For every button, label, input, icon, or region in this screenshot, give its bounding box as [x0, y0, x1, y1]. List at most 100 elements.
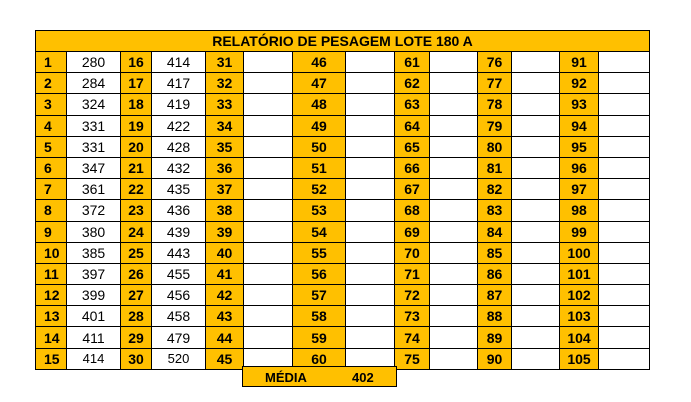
weight-cell[interactable]: [345, 50, 395, 74]
weight-cell[interactable]: [598, 114, 650, 137]
weight-cell[interactable]: 284: [66, 72, 121, 95]
weight-cell[interactable]: [429, 241, 478, 264]
weight-cell[interactable]: [598, 326, 650, 349]
weight-cell[interactable]: [345, 326, 395, 349]
weight-cell[interactable]: [598, 135, 650, 158]
weight-cell[interactable]: 411: [66, 326, 121, 349]
weight-cell[interactable]: [243, 50, 293, 74]
weight-cell[interactable]: [243, 178, 293, 201]
weight-cell[interactable]: [243, 114, 293, 137]
weight-cell[interactable]: [598, 50, 650, 74]
weight-cell[interactable]: [511, 114, 560, 137]
weight-cell[interactable]: [511, 156, 560, 180]
weight-cell[interactable]: [429, 326, 478, 349]
weight-cell[interactable]: [429, 199, 478, 222]
weight-cell[interactable]: 458: [151, 305, 206, 328]
weight-cell[interactable]: 520: [151, 347, 206, 370]
weight-cell[interactable]: [243, 93, 293, 116]
weight-cell[interactable]: 324: [66, 93, 121, 116]
weight-cell[interactable]: 455: [151, 262, 206, 286]
weight-cell[interactable]: [345, 178, 395, 201]
weight-cell[interactable]: [511, 220, 560, 243]
weight-cell[interactable]: 397: [66, 262, 121, 286]
weight-cell[interactable]: [511, 135, 560, 158]
weight-cell[interactable]: 331: [66, 135, 121, 158]
weight-cell[interactable]: [345, 199, 395, 222]
weight-cell[interactable]: 439: [151, 220, 206, 243]
weight-cell[interactable]: [598, 347, 650, 370]
weight-cell[interactable]: [429, 114, 478, 137]
weight-cell[interactable]: [598, 241, 650, 264]
weight-cell[interactable]: [511, 72, 560, 95]
weight-cell[interactable]: [243, 262, 293, 286]
weight-cell[interactable]: 414: [151, 50, 206, 74]
weight-cell[interactable]: [345, 220, 395, 243]
weight-cell[interactable]: [429, 156, 478, 180]
weight-cell[interactable]: [243, 135, 293, 158]
weight-cell[interactable]: [429, 93, 478, 116]
weight-cell[interactable]: 399: [66, 284, 121, 307]
weight-cell[interactable]: [243, 156, 293, 180]
weight-cell[interactable]: [511, 326, 560, 349]
weight-cell[interactable]: [345, 262, 395, 286]
weight-cell[interactable]: [243, 347, 293, 370]
weight-cell[interactable]: 419: [151, 93, 206, 116]
weight-cell[interactable]: [243, 220, 293, 243]
weight-cell[interactable]: [243, 326, 293, 349]
weight-cell[interactable]: [345, 72, 395, 95]
weight-cell[interactable]: 331: [66, 114, 121, 137]
weight-cell[interactable]: [598, 284, 650, 307]
weight-cell[interactable]: [511, 305, 560, 328]
weight-cell[interactable]: 401: [66, 305, 121, 328]
weight-cell[interactable]: [243, 305, 293, 328]
weight-cell[interactable]: [598, 156, 650, 180]
weight-cell[interactable]: [345, 114, 395, 137]
weight-cell[interactable]: 347: [66, 156, 121, 180]
weight-cell[interactable]: 443: [151, 241, 206, 264]
weight-cell[interactable]: [598, 72, 650, 95]
weight-cell[interactable]: [511, 284, 560, 307]
weight-cell[interactable]: 280: [66, 50, 121, 74]
weight-cell[interactable]: [345, 156, 395, 180]
weight-cell[interactable]: [429, 284, 478, 307]
weight-cell[interactable]: [243, 199, 293, 222]
weight-cell[interactable]: [511, 93, 560, 116]
weight-cell[interactable]: 372: [66, 199, 121, 222]
weight-cell[interactable]: [511, 178, 560, 201]
weight-cell[interactable]: [345, 135, 395, 158]
weight-cell[interactable]: [429, 347, 478, 370]
weight-cell[interactable]: [429, 50, 478, 74]
weight-cell[interactable]: [429, 135, 478, 158]
weight-cell[interactable]: 428: [151, 135, 206, 158]
weight-cell[interactable]: [243, 72, 293, 95]
weight-cell[interactable]: 432: [151, 156, 206, 180]
weight-cell[interactable]: [598, 199, 650, 222]
weight-cell[interactable]: [511, 199, 560, 222]
weight-cell[interactable]: [598, 93, 650, 116]
weight-cell[interactable]: [598, 178, 650, 201]
weight-cell[interactable]: 422: [151, 114, 206, 137]
weight-cell[interactable]: 435: [151, 178, 206, 201]
weight-cell[interactable]: 456: [151, 284, 206, 307]
weight-cell[interactable]: 414: [66, 347, 121, 370]
weight-cell[interactable]: [511, 241, 560, 264]
weight-cell[interactable]: 361: [66, 178, 121, 201]
weight-cell[interactable]: 380: [66, 220, 121, 243]
weight-cell[interactable]: [429, 72, 478, 95]
weight-cell[interactable]: [598, 305, 650, 328]
weight-cell[interactable]: [429, 178, 478, 201]
weight-cell[interactable]: [429, 262, 478, 286]
weight-cell[interactable]: 385: [66, 241, 121, 264]
weight-cell[interactable]: [345, 284, 395, 307]
weight-cell[interactable]: [598, 262, 650, 286]
weight-cell[interactable]: [345, 93, 395, 116]
weight-cell[interactable]: [429, 220, 478, 243]
weight-cell[interactable]: [243, 284, 293, 307]
weight-cell[interactable]: [511, 347, 560, 370]
weight-cell[interactable]: [598, 220, 650, 243]
weight-cell[interactable]: 417: [151, 72, 206, 95]
weight-cell[interactable]: [243, 241, 293, 264]
weight-cell[interactable]: [345, 241, 395, 264]
weight-cell[interactable]: [429, 305, 478, 328]
weight-cell[interactable]: 479: [151, 326, 206, 349]
